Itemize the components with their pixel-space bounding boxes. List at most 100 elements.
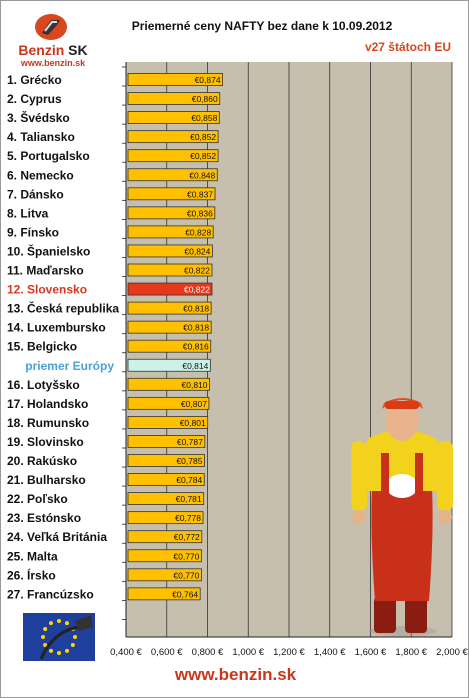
- category-label: priemer Európy: [25, 359, 114, 373]
- eu-star: [57, 651, 61, 655]
- bar: [127, 149, 219, 163]
- x-tick-label: 0,600 €: [151, 647, 183, 658]
- bar-value-label: €0,778: [175, 513, 201, 523]
- bar-value-label: €0,814: [182, 361, 208, 371]
- bar: [127, 244, 213, 258]
- eu-star: [41, 635, 45, 639]
- category-label: 27. Francúzsko: [7, 587, 94, 601]
- x-tick-label: 1,800 €: [395, 647, 427, 658]
- bar: [127, 168, 218, 182]
- bar-value-label: €0,816: [183, 342, 209, 352]
- x-tick-label: 1,600 €: [355, 647, 387, 658]
- x-tick-label: 1,400 €: [314, 647, 346, 658]
- bar-value-label: €0,848: [189, 170, 215, 180]
- eu-star: [70, 643, 75, 647]
- bar: [127, 435, 206, 448]
- bar: [127, 568, 202, 582]
- bar: [127, 587, 201, 601]
- category-label: 13. Česká republika: [7, 301, 119, 316]
- bar: [127, 225, 214, 239]
- eu-star: [65, 621, 69, 626]
- bar-value-label: €0,764: [172, 589, 198, 599]
- bar: [127, 73, 223, 86]
- bar-value-label: €0,818: [183, 304, 209, 314]
- row-labels: 1. Grécko 2. Cyprus 3. Švédsko 4. Taliansko…: [7, 73, 119, 601]
- bar: [127, 549, 202, 563]
- eu-star: [57, 619, 61, 623]
- bar: [127, 530, 203, 544]
- category-label: 15. Belgicko: [7, 340, 77, 354]
- bar-value-label: €0,801: [180, 418, 206, 428]
- bar-value-label: €0,822: [184, 266, 210, 276]
- category-label: 24. Veľká Británia: [7, 530, 107, 544]
- category-label: 11. Maďarsko: [7, 264, 84, 278]
- bar-value-label: €0,852: [190, 132, 216, 142]
- bar: [127, 206, 216, 220]
- bar-value-label: €0,874: [195, 75, 221, 85]
- category-label: 4. Taliansko: [7, 130, 75, 144]
- category-label: 20. Rakúsko: [7, 454, 77, 468]
- logo-brand-suffix: SK: [68, 42, 88, 58]
- eu-star: [43, 627, 48, 631]
- category-label: 9. Fínsko: [7, 225, 59, 239]
- category-label: 23. Estónsko: [7, 511, 81, 525]
- bar-value-label: €0,770: [173, 570, 199, 580]
- mascot-figure: [351, 398, 453, 636]
- logo-url: www.benzin.sk: [20, 58, 86, 68]
- bar-value-label: €0,807: [181, 399, 207, 409]
- category-label: 3. Švédsko: [7, 110, 70, 125]
- bar: [127, 130, 219, 144]
- bar-value-label: €0,810: [182, 380, 208, 390]
- bar: [127, 473, 205, 486]
- benzin-logo[interactable]: Benzin SK www.benzin.sk: [13, 11, 93, 71]
- x-tick-label: 1,200 €: [273, 647, 305, 658]
- bar: [127, 111, 220, 124]
- bar-value-label: €0,858: [191, 113, 217, 123]
- bar-value-label: €0,824: [184, 246, 210, 256]
- bar-value-label: €0,785: [176, 456, 202, 466]
- bar: [127, 92, 221, 105]
- category-label: 17. Holandsko: [7, 397, 88, 411]
- category-label: 12. Slovensko: [7, 283, 87, 297]
- bar-value-label: €0,860: [192, 94, 218, 104]
- bar: [127, 511, 204, 525]
- bar: [127, 492, 205, 506]
- category-label: 19. Slovinsko: [7, 435, 84, 449]
- eu-star: [49, 621, 53, 626]
- category-label: 14. Luxembursko: [7, 321, 106, 335]
- category-label: 5. Portugalsko: [7, 149, 90, 163]
- eu-star: [65, 648, 69, 653]
- bar: [127, 263, 213, 277]
- bar: [127, 187, 216, 201]
- logo-brand: Benzin SK: [13, 42, 93, 58]
- logo-brand-main: Benzin: [18, 42, 65, 58]
- category-label: 1. Grécko: [7, 73, 62, 87]
- category-label: 22. Poľsko: [7, 492, 68, 506]
- grid-lines: [122, 62, 453, 638]
- footer-url[interactable]: www.benzin.sk: [174, 665, 297, 684]
- x-tick-label: 2,000 €: [436, 647, 468, 658]
- eu-star: [73, 635, 77, 639]
- eu-flag-image: [23, 613, 95, 661]
- bar-value-label: €0,852: [190, 151, 216, 161]
- x-axis-ticks: 0,400 € 0,600 € 0,800 € 1,000 € 1,200 € 1,400…: [110, 647, 468, 658]
- category-label: 25. Malta: [7, 549, 58, 563]
- bars: €0,874 €0,860 €0,858 €0,852 €0,852 €0,848 €0,8…: [127, 73, 223, 601]
- bar: [127, 358, 211, 372]
- category-label: 16. Lotyšsko: [7, 378, 80, 392]
- fuel-nozzle-icon: [35, 14, 67, 40]
- bar: [127, 415, 209, 429]
- bar: [127, 396, 210, 410]
- category-label: 7. Dánsko: [7, 187, 64, 201]
- category-label: 26. Írsko: [7, 567, 56, 582]
- category-label: 10. Španielsko: [7, 243, 90, 258]
- bar: [127, 282, 213, 296]
- bar-value-label: €0,818: [183, 323, 209, 333]
- eu-star: [49, 648, 53, 653]
- bar-value-label: €0,828: [185, 227, 211, 237]
- bar-value-label: €0,837: [187, 189, 213, 199]
- x-tick-label: 1,000 €: [232, 647, 264, 658]
- bar-value-label: €0,836: [187, 208, 213, 218]
